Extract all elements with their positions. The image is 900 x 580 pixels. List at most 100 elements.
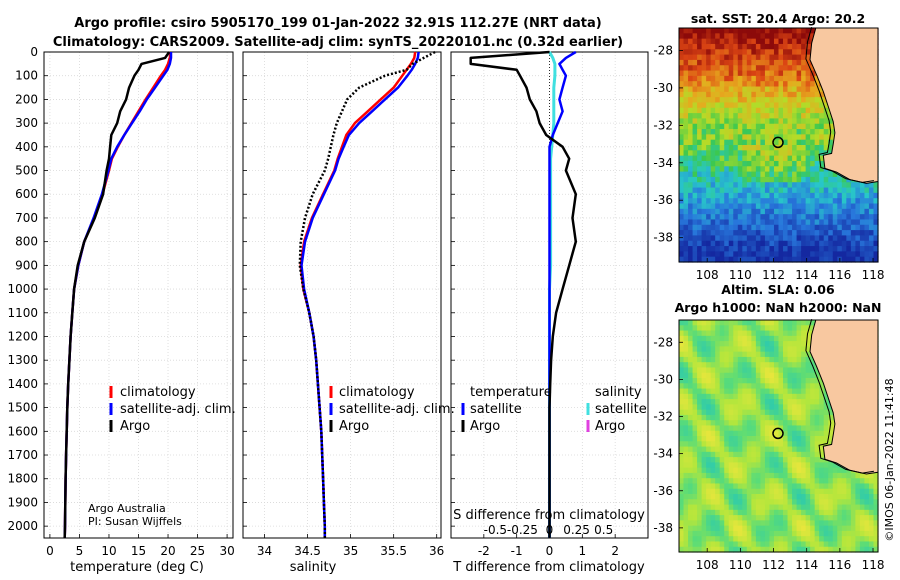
map-cell (810, 441, 816, 448)
map-cell (710, 70, 716, 77)
map-cell (805, 356, 811, 363)
map-cell (823, 546, 829, 553)
map-cell (760, 176, 766, 183)
map-cell (679, 256, 685, 263)
map-cell (787, 214, 793, 221)
map-cell (697, 107, 703, 114)
map-cell (764, 33, 771, 40)
map-cell (823, 187, 829, 194)
map-cell (760, 54, 766, 61)
map-cell (683, 341, 689, 347)
map-cell (823, 134, 829, 141)
map-cell (701, 246, 707, 252)
map-cell (701, 446, 707, 453)
map-cell (715, 546, 721, 553)
map-cell (769, 446, 775, 453)
map-cell (733, 54, 739, 61)
map-cell (697, 246, 703, 252)
map-cell (724, 54, 730, 61)
map-cell (742, 472, 748, 479)
map-cell (715, 541, 721, 548)
map-cell (778, 378, 784, 384)
map-cell (783, 425, 789, 432)
map-cell (746, 182, 752, 189)
map-cell (728, 346, 734, 353)
map-cell (706, 488, 712, 495)
map-cell (769, 145, 775, 151)
map-cell (710, 155, 716, 162)
map-cell (832, 530, 838, 537)
map-cell (814, 472, 820, 479)
map-cell (814, 388, 820, 395)
map-cell (755, 49, 762, 56)
map-cell (746, 388, 752, 395)
map-cell (710, 462, 716, 469)
map-cell (728, 341, 734, 347)
map-cell (778, 256, 784, 263)
map-cell (819, 420, 825, 427)
map-cell (810, 356, 816, 363)
map-cell (679, 28, 685, 34)
map-cell (778, 187, 784, 194)
map-cell (819, 155, 825, 162)
map-cell (832, 494, 838, 500)
map-cell (787, 525, 793, 532)
figure-title-line1: Argo profile: csiro 5905170_199 01-Jan-2… (74, 16, 601, 31)
map-cell (773, 54, 780, 61)
map-cell (769, 155, 775, 162)
map-cell (692, 145, 698, 151)
map-cell (692, 462, 698, 469)
map-cell (773, 203, 780, 210)
map-cell (868, 536, 875, 543)
map-cell (778, 102, 784, 109)
map-cell (746, 155, 752, 162)
map-cell (746, 230, 752, 237)
map-cell (742, 240, 748, 247)
map-cell (710, 166, 716, 173)
map-cell (679, 123, 685, 130)
map-cell (746, 467, 752, 474)
map-cell (692, 246, 698, 252)
map-cell (697, 129, 703, 135)
map-cell (783, 38, 789, 45)
map-cell (715, 171, 721, 178)
map-cell (769, 356, 775, 363)
axes-frame (43, 51, 234, 539)
map-cell (810, 91, 816, 98)
map-cell (796, 341, 802, 347)
map-cell (814, 155, 820, 162)
map-cell (873, 499, 879, 506)
map-cell (710, 102, 716, 109)
map-cell (805, 330, 811, 337)
map-cell (828, 467, 834, 474)
map-cell (868, 541, 875, 548)
map-cell (679, 150, 685, 157)
map-cell (814, 214, 820, 221)
map-cell (710, 499, 716, 506)
map-cell (697, 166, 703, 173)
map-cell (692, 325, 698, 332)
map-cell (706, 383, 712, 390)
map-cell (760, 192, 766, 199)
y-tick-label: 1400 (7, 377, 38, 391)
map-cell (751, 367, 757, 374)
map-cell (787, 203, 793, 210)
map-cell (692, 214, 698, 221)
map-cell (755, 436, 762, 442)
map-cell (814, 441, 820, 448)
map-cell (814, 546, 820, 553)
map-cell (728, 425, 734, 432)
map-x-tick-label: 110 (729, 558, 752, 572)
map-cell (737, 393, 743, 400)
map-cell (728, 97, 734, 104)
map-cell (801, 33, 807, 40)
map-cell (783, 235, 789, 242)
map-cell (692, 409, 698, 416)
map-cell (728, 192, 734, 199)
map-cell (683, 97, 689, 104)
map-cell (773, 420, 780, 427)
map-cell (778, 335, 784, 342)
map-cell (801, 214, 807, 221)
map-cell (828, 494, 834, 500)
map-cell (742, 457, 748, 463)
